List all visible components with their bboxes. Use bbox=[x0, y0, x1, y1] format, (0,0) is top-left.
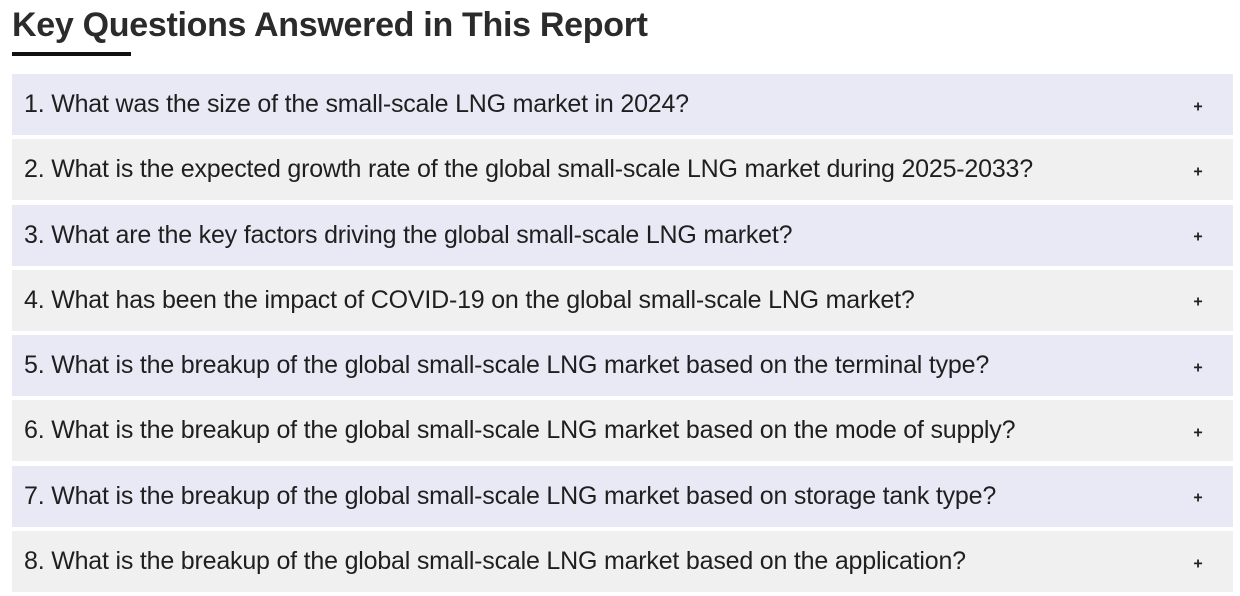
faq-item-8[interactable]: 8. What is the breakup of the global sma… bbox=[12, 531, 1233, 593]
plus-icon[interactable]: + bbox=[1193, 489, 1203, 507]
heading-underline bbox=[12, 52, 131, 56]
faq-question: 4. What has been the impact of COVID-19 … bbox=[24, 285, 915, 314]
plus-icon[interactable]: + bbox=[1193, 97, 1203, 115]
plus-icon[interactable]: + bbox=[1193, 163, 1203, 181]
faq-accordion: 1. What was the size of the small-scale … bbox=[12, 74, 1233, 596]
faq-item-3[interactable]: 3. What are the key factors driving the … bbox=[12, 204, 1233, 266]
faq-item-4[interactable]: 4. What has been the impact of COVID-19 … bbox=[12, 269, 1233, 331]
faq-question: 5. What is the breakup of the global sma… bbox=[24, 351, 990, 380]
plus-icon[interactable]: + bbox=[1193, 293, 1203, 311]
faq-item-7[interactable]: 7. What is the breakup of the global sma… bbox=[12, 465, 1233, 527]
faq-item-2[interactable]: 2. What is the expected growth rate of t… bbox=[12, 139, 1233, 201]
faq-question: 3. What are the key factors driving the … bbox=[24, 220, 793, 249]
faq-item-1[interactable]: 1. What was the size of the small-scale … bbox=[12, 74, 1233, 135]
plus-icon[interactable]: + bbox=[1193, 554, 1203, 572]
section-heading-block: Key Questions Answered in This Report bbox=[12, 2, 648, 56]
plus-icon[interactable]: + bbox=[1193, 424, 1203, 442]
faq-question: 6. What is the breakup of the global sma… bbox=[24, 416, 1016, 445]
plus-icon[interactable]: + bbox=[1193, 228, 1203, 246]
faq-question: 7. What is the breakup of the global sma… bbox=[24, 481, 997, 510]
section-heading: Key Questions Answered in This Report bbox=[12, 6, 648, 44]
faq-item-6[interactable]: 6. What is the breakup of the global sma… bbox=[12, 400, 1233, 462]
faq-question: 2. What is the expected growth rate of t… bbox=[24, 155, 1033, 184]
faq-question: 8. What is the breakup of the global sma… bbox=[24, 547, 966, 576]
plus-icon[interactable]: + bbox=[1193, 359, 1203, 377]
faq-question: 1. What was the size of the small-scale … bbox=[24, 90, 689, 118]
faq-item-5[interactable]: 5. What is the breakup of the global sma… bbox=[12, 335, 1233, 397]
